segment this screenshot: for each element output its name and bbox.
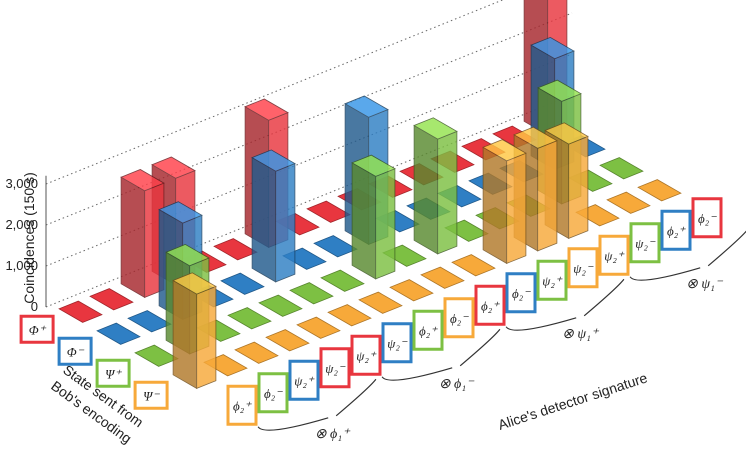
floor-tile (327, 304, 372, 327)
column-state-label: ϕ₂⁺ (667, 223, 686, 238)
column-state-box: ϕ₂⁺ (660, 209, 692, 251)
column-state-box: ψ₂⁻ (567, 247, 599, 289)
floor-tile (213, 238, 258, 261)
floor-tile (227, 307, 272, 330)
group-brace (629, 230, 746, 281)
floor-tile (127, 310, 172, 333)
y-tick-label: 2,000 (5, 217, 38, 232)
bar (413, 117, 458, 255)
floor-tile (451, 254, 496, 277)
column-state-box: ψ₂⁻ (319, 347, 351, 389)
column-state-label: ψ₂⁻ (635, 236, 656, 251)
floor-tile (606, 191, 651, 214)
column-state-label: ϕ₂⁺ (481, 298, 500, 313)
column-state-label: ϕ₂⁺ (419, 323, 438, 338)
column-state-label: ϕ₂⁺ (233, 398, 252, 413)
column-state-box: ψ₂⁺ (288, 359, 320, 401)
column-state-label: ϕ₂⁻ (698, 211, 717, 226)
floor-tile (313, 235, 358, 258)
row-state-label: Φ⁺ (29, 322, 47, 337)
floor-tile (220, 272, 265, 295)
column-state-box: ϕ₂⁻ (443, 297, 475, 339)
column-state-box: ψ₂⁺ (536, 259, 568, 301)
group-label: ⊗ ϕ₁⁺ (315, 427, 351, 442)
column-state-box: ψ₂⁺ (350, 334, 382, 376)
column-state-label: ψ₂⁺ (294, 373, 315, 388)
gridline (45, 0, 504, 185)
bar (351, 154, 396, 280)
bar (120, 169, 165, 299)
bar (251, 149, 296, 283)
floor-tile (296, 316, 341, 339)
column-state-box: ϕ₂⁻ (257, 372, 289, 414)
column-state-box: ψ₂⁺ (598, 234, 630, 276)
column-state-label: ψ₂⁻ (573, 261, 594, 276)
column-state-label: ϕ₂⁻ (450, 311, 469, 326)
col-axis-label: Alice's detector signature (496, 369, 649, 432)
y-tick-label: 3,000 (5, 176, 38, 191)
floor-tile (306, 200, 351, 223)
bar (482, 139, 527, 265)
floor-tile (389, 279, 434, 302)
group-brace (505, 278, 625, 331)
row-state-box: Φ⁺ (19, 314, 55, 344)
column-state-label: ψ₂⁻ (325, 361, 346, 376)
column-state-label: ψ₂⁺ (542, 273, 563, 288)
floor-tile (89, 288, 134, 311)
floor-tile (358, 291, 403, 314)
y-tick-label: 0 (31, 299, 38, 314)
bar (172, 272, 217, 390)
group-label: ⊗ ψ₁⁺ (562, 327, 600, 342)
group-brace (257, 378, 377, 431)
column-state-box: ψ₂⁻ (629, 222, 661, 264)
column-state-box: ϕ₂⁺ (412, 309, 444, 351)
column-state-label: ϕ₂⁻ (512, 286, 531, 301)
row-state-box: Ψ⁻ (133, 380, 169, 410)
group-label: ⊗ ϕ₁⁻ (439, 377, 475, 392)
row-state-box: Ψ⁺ (95, 358, 131, 388)
floor-tile (320, 269, 365, 292)
row-state-label: Φ⁻ (67, 344, 85, 359)
floor-tile (258, 294, 303, 317)
column-state-box: ϕ₂⁺ (474, 284, 506, 326)
row-state-box: Φ⁻ (57, 336, 93, 366)
column-state-box: ϕ₂⁺ (226, 384, 258, 426)
column-state-box: ϕ₂⁻ (691, 197, 723, 239)
floor-tile (134, 344, 179, 367)
column-state-label: ψ₂⁻ (387, 336, 408, 351)
floor-tile (96, 322, 141, 345)
floor-tile (637, 179, 682, 202)
labels: Φ⁺ Φ⁻ Ψ⁺ Ψ⁻ ϕ₂⁺ ϕ₂⁻ ψ₂⁺ ψ₂⁻ ψ₂⁺ ψ₂⁻ ϕ₂⁺ ϕ₂⁻ ϕ₂⁺ ϕ₂⁻ ψ₂… (19, 197, 746, 442)
y-axis-label: Coincidences (150 s) (21, 172, 37, 304)
floor-tile (58, 300, 103, 323)
column-state-label: ϕ₂⁻ (264, 386, 283, 401)
column-state-label: ψ₂⁺ (604, 248, 625, 263)
bars (120, 0, 589, 390)
row-state-label: Ψ⁺ (105, 366, 122, 381)
column-state-label: ψ₂⁺ (356, 348, 377, 363)
floor-tile (289, 282, 334, 305)
y-tick-label: 1,000 (5, 258, 38, 273)
column-state-box: ϕ₂⁻ (505, 272, 537, 314)
group-label: ⊗ ψ₁⁻ (686, 277, 724, 292)
floor-tile (599, 157, 644, 180)
floor-tile (420, 266, 465, 289)
column-state-box: ψ₂⁻ (381, 322, 413, 364)
floor-tile (234, 341, 279, 364)
row-state-label: Ψ⁻ (143, 388, 160, 403)
group-brace (381, 328, 501, 381)
floor-tile (265, 329, 310, 352)
